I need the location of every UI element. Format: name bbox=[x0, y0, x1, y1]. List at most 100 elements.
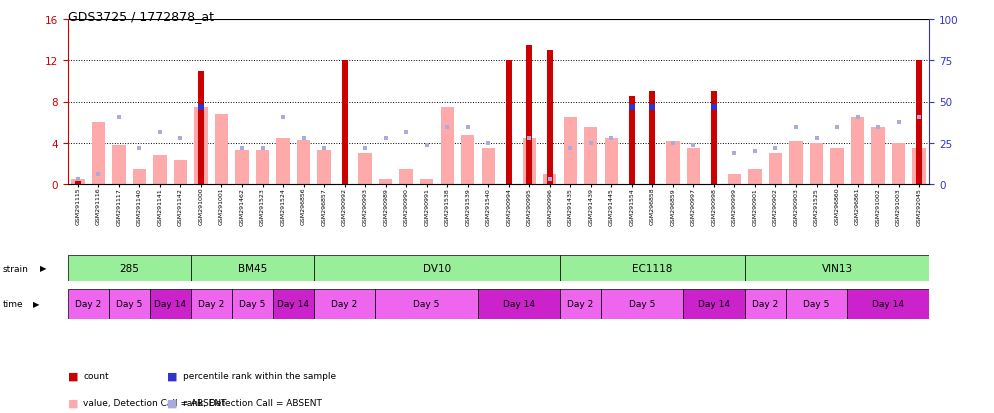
Bar bbox=[872, 128, 885, 185]
Text: Day 2: Day 2 bbox=[752, 300, 778, 309]
Text: Day 5: Day 5 bbox=[240, 300, 265, 309]
Text: GDS3725 / 1772878_at: GDS3725 / 1772878_at bbox=[68, 10, 214, 23]
Bar bbox=[711, 92, 717, 185]
Text: Day 2: Day 2 bbox=[75, 300, 101, 309]
Bar bbox=[745, 289, 786, 319]
Bar bbox=[174, 161, 187, 185]
Bar bbox=[786, 289, 847, 319]
Bar bbox=[191, 289, 232, 319]
Bar bbox=[420, 179, 433, 185]
Bar bbox=[133, 169, 146, 185]
Bar bbox=[440, 107, 454, 185]
Bar bbox=[150, 289, 191, 319]
Text: Day 5: Day 5 bbox=[414, 300, 440, 309]
Text: ■: ■ bbox=[167, 398, 178, 408]
Bar bbox=[560, 289, 601, 319]
Bar bbox=[526, 46, 532, 185]
Text: Day 14: Day 14 bbox=[873, 300, 905, 309]
Bar bbox=[297, 140, 310, 185]
Bar bbox=[584, 128, 597, 185]
Text: 285: 285 bbox=[119, 263, 139, 273]
Bar bbox=[153, 156, 167, 185]
Bar bbox=[317, 151, 331, 185]
Text: ■: ■ bbox=[68, 371, 79, 381]
Bar bbox=[400, 169, 413, 185]
Text: value, Detection Call = ABSENT: value, Detection Call = ABSENT bbox=[83, 398, 227, 407]
Bar bbox=[191, 255, 314, 281]
Bar bbox=[255, 151, 269, 185]
Bar bbox=[629, 97, 635, 185]
Text: Day 5: Day 5 bbox=[629, 300, 655, 309]
Text: Day 2: Day 2 bbox=[331, 300, 358, 309]
Bar bbox=[916, 61, 922, 185]
Text: EC1118: EC1118 bbox=[632, 263, 673, 273]
Text: Day 2: Day 2 bbox=[568, 300, 593, 309]
Bar bbox=[91, 123, 105, 185]
Bar bbox=[68, 255, 191, 281]
Bar bbox=[314, 255, 560, 281]
Bar bbox=[461, 135, 474, 185]
Bar bbox=[789, 141, 803, 185]
Bar bbox=[601, 289, 683, 319]
Text: BM45: BM45 bbox=[238, 263, 266, 273]
Text: ▶: ▶ bbox=[33, 300, 40, 309]
Bar bbox=[892, 143, 906, 185]
Text: ■: ■ bbox=[68, 398, 79, 408]
Text: rank, Detection Call = ABSENT: rank, Detection Call = ABSENT bbox=[183, 398, 322, 407]
Bar bbox=[194, 107, 208, 185]
Bar bbox=[68, 289, 108, 319]
Bar bbox=[72, 179, 84, 185]
Text: strain: strain bbox=[3, 264, 29, 273]
Text: Day 14: Day 14 bbox=[698, 300, 730, 309]
Bar bbox=[108, 289, 150, 319]
Bar bbox=[748, 169, 761, 185]
Text: Day 14: Day 14 bbox=[154, 300, 186, 309]
Bar bbox=[236, 151, 248, 185]
Bar bbox=[728, 174, 742, 185]
Bar bbox=[666, 141, 680, 185]
Bar bbox=[481, 149, 495, 185]
Text: Day 5: Day 5 bbox=[116, 300, 142, 309]
Bar bbox=[745, 255, 929, 281]
Text: VIN13: VIN13 bbox=[821, 263, 853, 273]
Bar bbox=[112, 145, 125, 185]
Bar bbox=[547, 51, 553, 185]
Bar bbox=[810, 143, 823, 185]
Bar bbox=[379, 179, 393, 185]
Bar bbox=[523, 138, 536, 185]
Text: Day 2: Day 2 bbox=[198, 300, 225, 309]
Bar bbox=[683, 289, 745, 319]
Text: ▶: ▶ bbox=[40, 264, 47, 273]
Bar bbox=[314, 289, 376, 319]
Bar bbox=[912, 149, 925, 185]
Bar bbox=[687, 149, 700, 185]
Text: Day 5: Day 5 bbox=[803, 300, 830, 309]
Bar bbox=[543, 174, 557, 185]
Text: DV10: DV10 bbox=[422, 263, 451, 273]
Bar bbox=[851, 118, 864, 185]
Bar bbox=[272, 289, 314, 319]
Bar bbox=[359, 154, 372, 185]
Bar bbox=[830, 149, 844, 185]
Bar bbox=[768, 154, 782, 185]
Bar bbox=[847, 289, 929, 319]
Bar bbox=[75, 181, 81, 185]
Bar bbox=[198, 71, 204, 185]
Text: Day 14: Day 14 bbox=[503, 300, 535, 309]
Bar bbox=[560, 255, 745, 281]
Bar bbox=[232, 289, 272, 319]
Bar bbox=[649, 92, 655, 185]
Text: percentile rank within the sample: percentile rank within the sample bbox=[183, 371, 336, 380]
Text: count: count bbox=[83, 371, 109, 380]
Bar bbox=[342, 61, 348, 185]
Text: ■: ■ bbox=[167, 371, 178, 381]
Bar bbox=[478, 289, 560, 319]
Bar bbox=[276, 138, 289, 185]
Bar bbox=[604, 138, 618, 185]
Text: time: time bbox=[3, 300, 24, 309]
Bar bbox=[506, 61, 512, 185]
Bar bbox=[376, 289, 478, 319]
Bar bbox=[564, 118, 577, 185]
Bar bbox=[215, 114, 229, 185]
Text: Day 14: Day 14 bbox=[277, 300, 309, 309]
